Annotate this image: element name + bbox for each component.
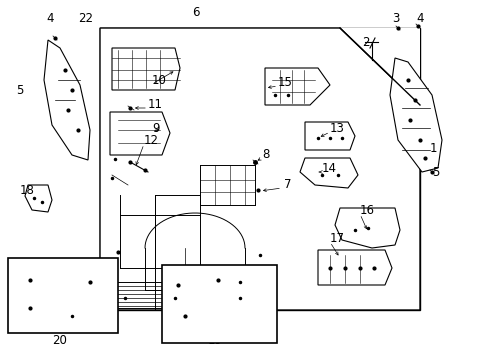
Polygon shape: [305, 122, 354, 150]
Bar: [200, 308, 222, 322]
Polygon shape: [110, 112, 170, 155]
Polygon shape: [20, 268, 100, 322]
Polygon shape: [113, 282, 162, 308]
Polygon shape: [339, 28, 419, 105]
Polygon shape: [299, 158, 357, 188]
Text: 9: 9: [152, 122, 159, 135]
Text: 19: 19: [207, 333, 222, 346]
Text: 14: 14: [321, 162, 336, 175]
Text: 15: 15: [278, 76, 292, 89]
Text: 21: 21: [231, 288, 246, 302]
Text: 20: 20: [52, 333, 67, 346]
Text: 1: 1: [429, 141, 437, 154]
Polygon shape: [170, 273, 254, 330]
Text: 5: 5: [16, 84, 23, 96]
Polygon shape: [112, 48, 180, 90]
Text: 3: 3: [391, 12, 399, 24]
Polygon shape: [334, 208, 399, 248]
Text: 7: 7: [284, 179, 291, 192]
Text: 10: 10: [152, 73, 166, 86]
Polygon shape: [264, 68, 329, 105]
Text: 13: 13: [329, 122, 344, 135]
Text: 5: 5: [431, 166, 439, 179]
Text: 22: 22: [78, 12, 93, 24]
Polygon shape: [100, 28, 419, 310]
Polygon shape: [317, 250, 391, 285]
Polygon shape: [25, 185, 52, 212]
Text: 11: 11: [148, 98, 163, 111]
Text: 12: 12: [143, 134, 159, 147]
Polygon shape: [100, 28, 419, 310]
Text: 2: 2: [361, 36, 369, 49]
Text: 16: 16: [359, 203, 374, 216]
Polygon shape: [44, 40, 90, 160]
Ellipse shape: [50, 288, 58, 296]
Text: 17: 17: [329, 231, 345, 244]
Polygon shape: [389, 58, 441, 172]
Bar: [8, 258, 118, 333]
Text: 4: 4: [46, 12, 54, 24]
Ellipse shape: [195, 278, 235, 306]
Text: 18: 18: [20, 184, 35, 197]
Text: 8: 8: [262, 148, 269, 162]
Bar: [162, 265, 276, 343]
Text: 4: 4: [415, 12, 423, 24]
Text: 6: 6: [192, 5, 199, 18]
